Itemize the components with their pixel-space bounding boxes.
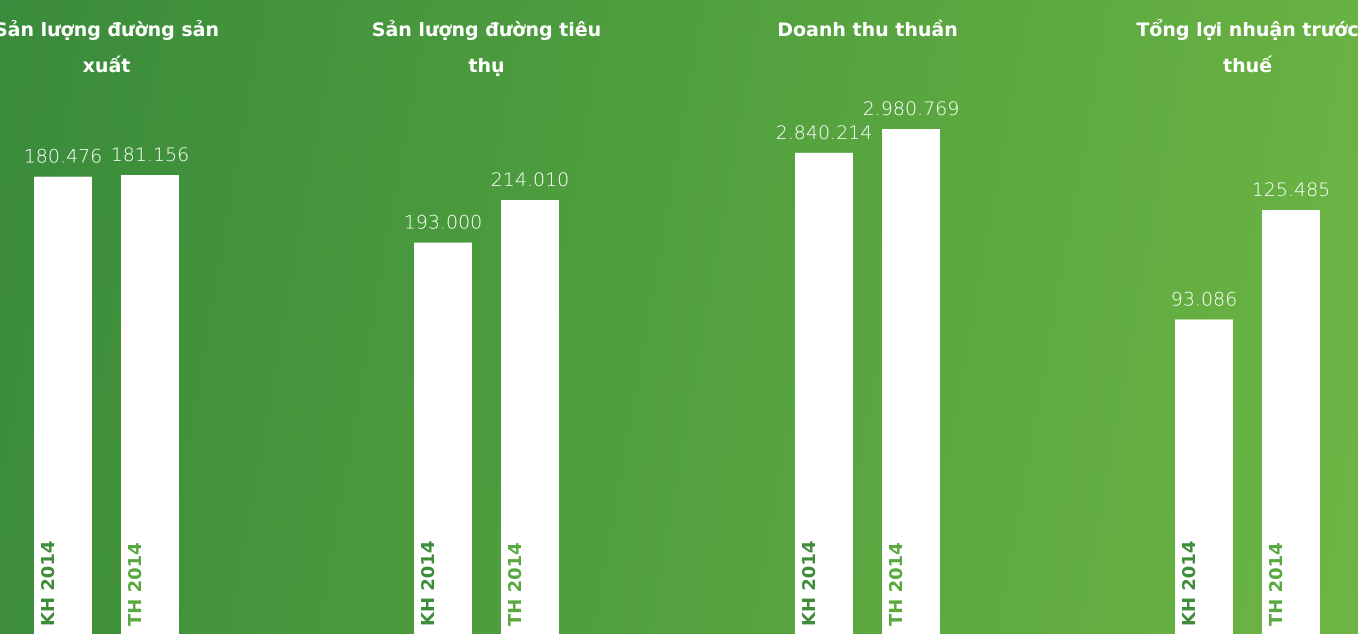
bar <box>121 175 179 634</box>
bar <box>34 176 92 634</box>
value-label: 181.156 <box>111 144 190 166</box>
category-label: KH 2014 <box>799 541 820 626</box>
category-label: TH 2014 <box>125 542 146 626</box>
value-label: 193.000 <box>404 212 483 234</box>
category-label: TH 2014 <box>1266 542 1287 626</box>
bar <box>1262 210 1320 634</box>
bar <box>501 200 559 634</box>
value-label: 180.476 <box>24 146 103 168</box>
category-label: KH 2014 <box>418 541 439 626</box>
value-label: 2.840.214 <box>776 122 873 144</box>
value-label: 93.086 <box>1171 288 1237 310</box>
category-label: KH 2014 <box>38 541 59 626</box>
category-label: KH 2014 <box>1179 541 1200 626</box>
category-label: TH 2014 <box>886 542 907 626</box>
chart-title: Tổng lợi nhuận trước thuế <box>1136 19 1358 77</box>
bar <box>795 152 853 634</box>
value-label: 125.485 <box>1252 179 1331 201</box>
category-label: TH 2014 <box>505 542 526 626</box>
bar <box>882 129 940 634</box>
bar <box>414 242 472 634</box>
bar <box>1175 319 1233 634</box>
chart-title: Sản lượng đường tiêu thụ <box>371 19 602 77</box>
chart-title: Doanh thu thuần <box>777 19 958 41</box>
value-label: 2.980.769 <box>863 98 960 120</box>
value-label: 214.010 <box>491 169 570 191</box>
chart-title: Sản lượng đường sản xuất <box>0 19 220 77</box>
